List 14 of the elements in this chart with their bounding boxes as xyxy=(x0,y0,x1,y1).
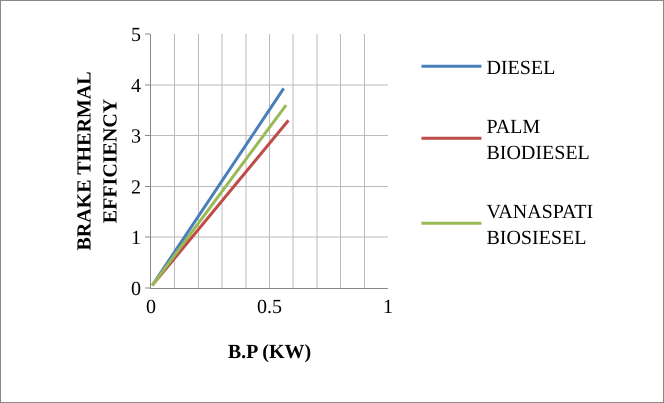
y-tick-label: 3 xyxy=(131,126,141,148)
y-axis-title: BRAKE THERMAL EFFICIENCY xyxy=(74,71,122,251)
x-tick-label: 0.5 xyxy=(257,296,282,318)
x-tick-label: 1 xyxy=(383,296,393,318)
y-tick-label: 2 xyxy=(131,176,141,198)
y-tick-label: 4 xyxy=(131,74,141,97)
x-tick-label: 0 xyxy=(146,296,156,318)
legend-label: VANASPATI BIOSIESEL xyxy=(486,201,594,249)
y-tick-label: 1 xyxy=(131,227,141,250)
y-tick-label: 0 xyxy=(131,278,141,300)
x-axis-title: B.P (KW) xyxy=(228,341,312,363)
y-tick-label: 5 xyxy=(131,24,141,46)
legend-label: DIESEL xyxy=(486,57,556,79)
legend-label: PALM BIODIESEL xyxy=(486,116,590,164)
